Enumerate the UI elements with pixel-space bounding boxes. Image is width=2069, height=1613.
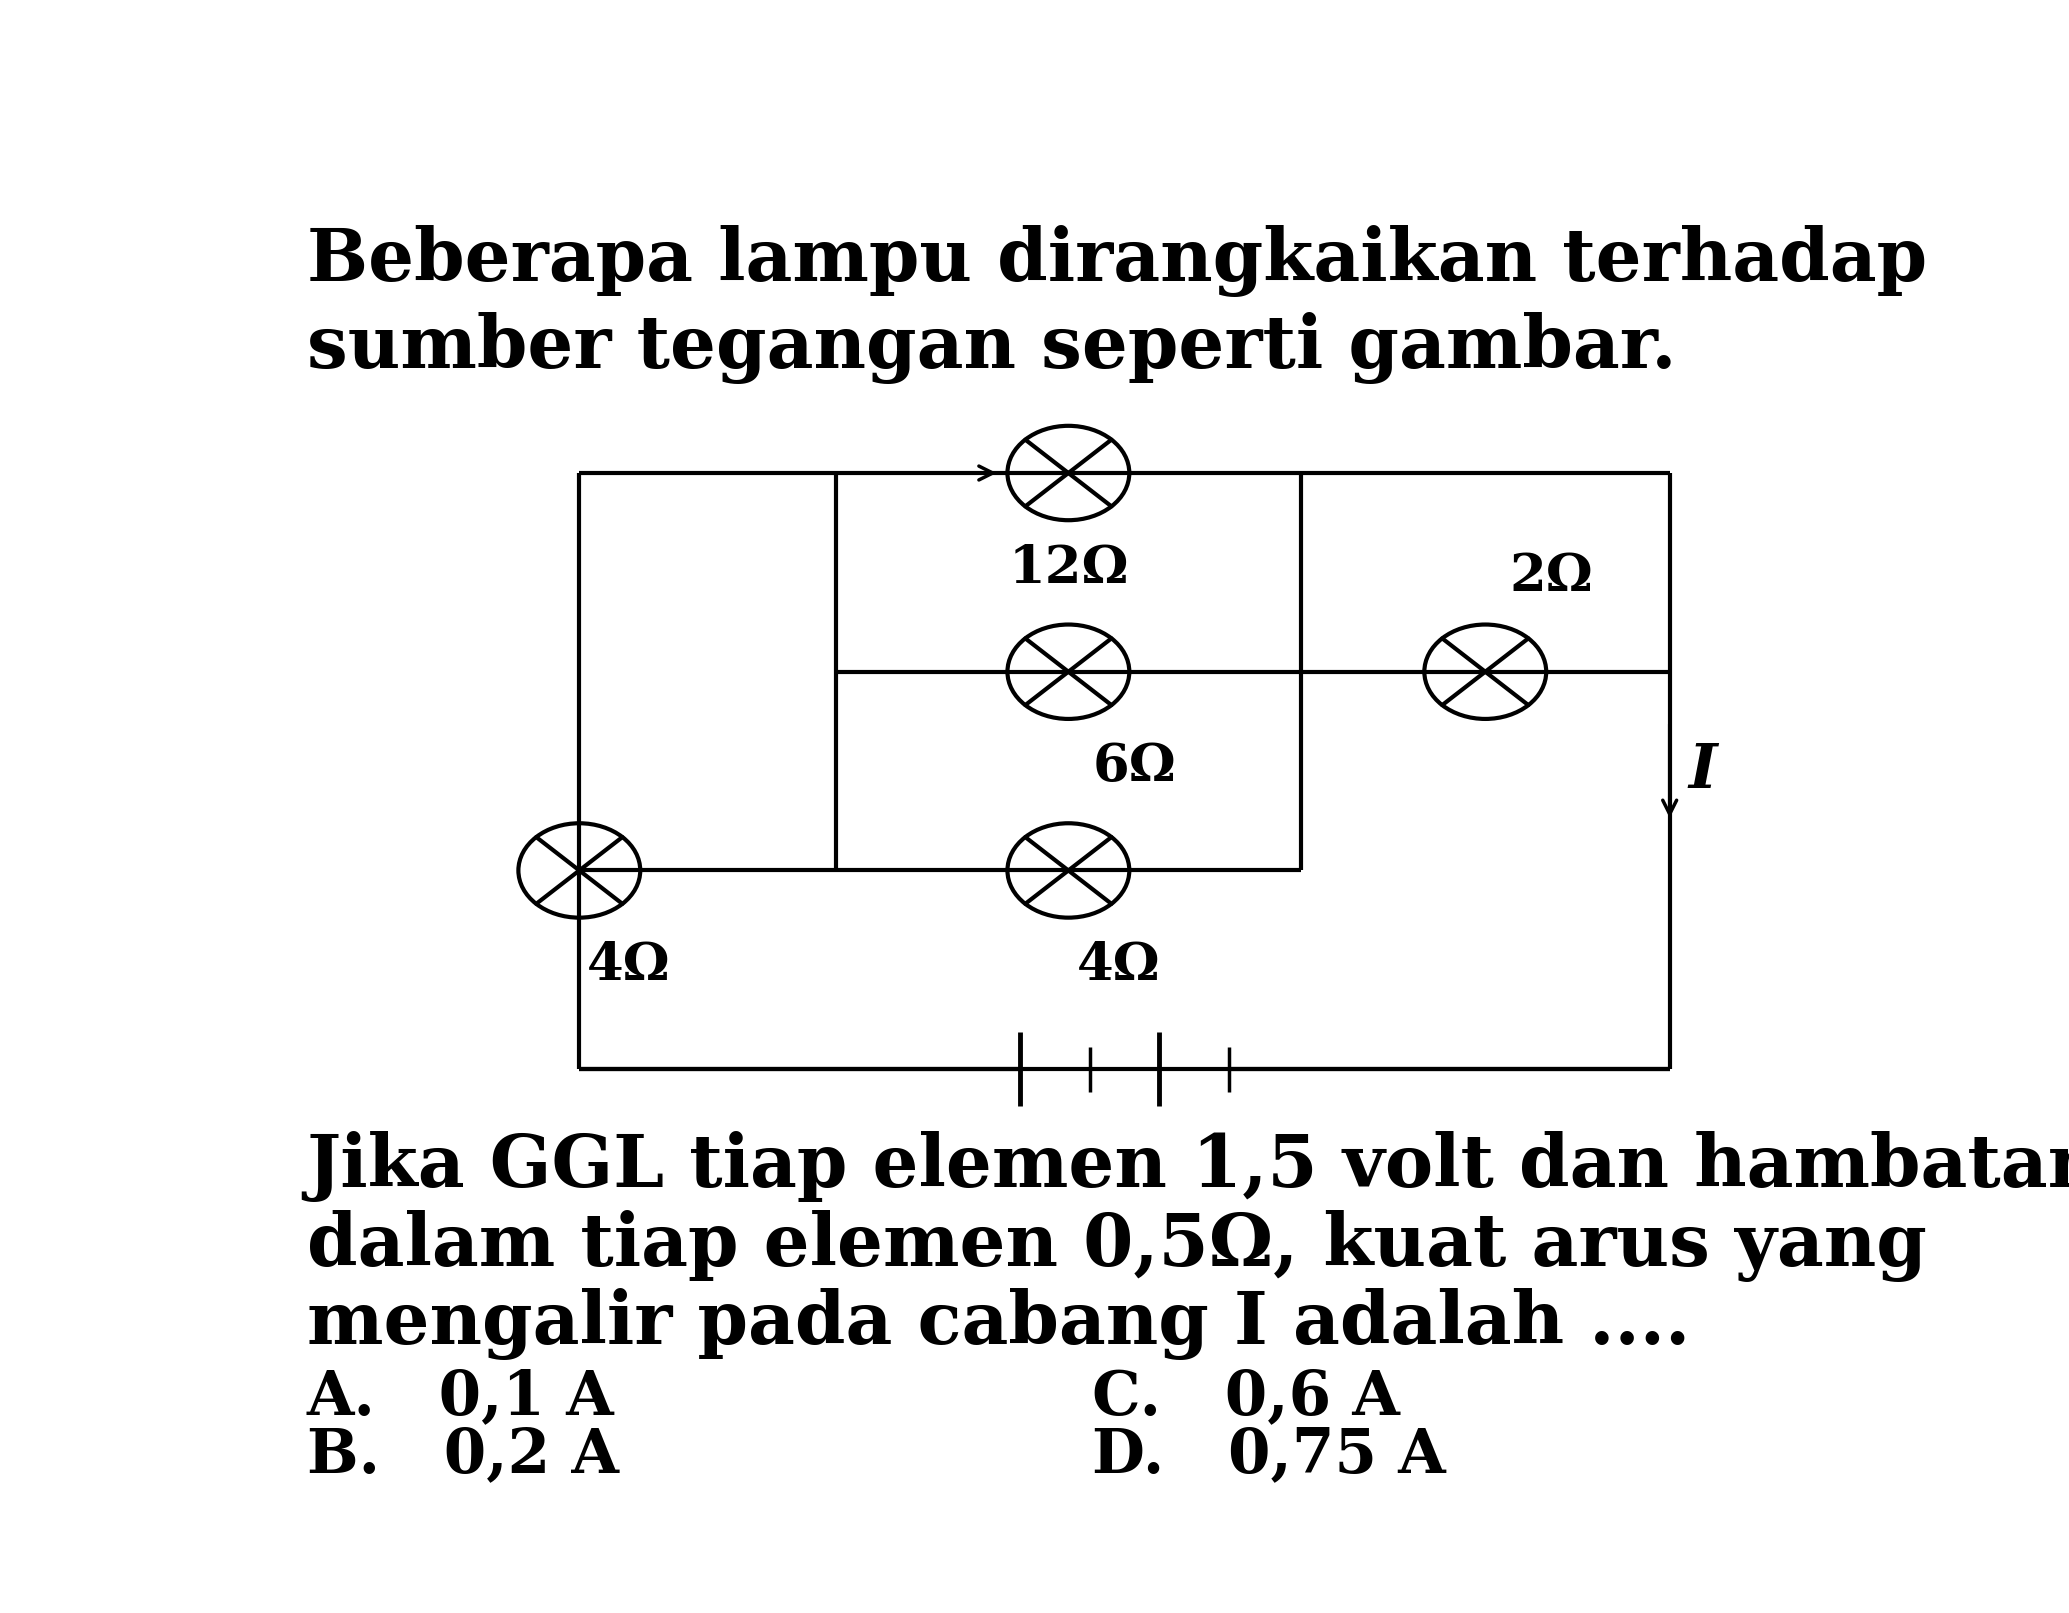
Text: 12Ω: 12Ω [1008,542,1128,594]
Text: mengalir pada cabang I adalah ....: mengalir pada cabang I adalah .... [306,1287,1690,1360]
Text: A.   0,1 A: A. 0,1 A [306,1368,614,1428]
Text: Beberapa lampu dirangkaikan terhadap: Beberapa lampu dirangkaikan terhadap [306,224,1926,297]
Text: 4Ω: 4Ω [588,940,670,990]
Text: I: I [1688,740,1717,802]
Text: 6Ω: 6Ω [1092,742,1175,792]
Text: 4Ω: 4Ω [1076,940,1161,990]
Text: dalam tiap elemen 0,5Ω, kuat arus yang: dalam tiap elemen 0,5Ω, kuat arus yang [306,1210,1926,1281]
Text: sumber tegangan seperti gambar.: sumber tegangan seperti gambar. [306,311,1676,384]
Text: D.   0,75 A: D. 0,75 A [1092,1426,1446,1486]
Text: Jika GGL tiap elemen 1,5 volt dan hambatan: Jika GGL tiap elemen 1,5 volt dan hambat… [306,1131,2069,1202]
Text: B.   0,2 A: B. 0,2 A [306,1426,619,1486]
Text: 2Ω: 2Ω [1510,552,1593,602]
Text: C.   0,6 A: C. 0,6 A [1092,1368,1401,1428]
